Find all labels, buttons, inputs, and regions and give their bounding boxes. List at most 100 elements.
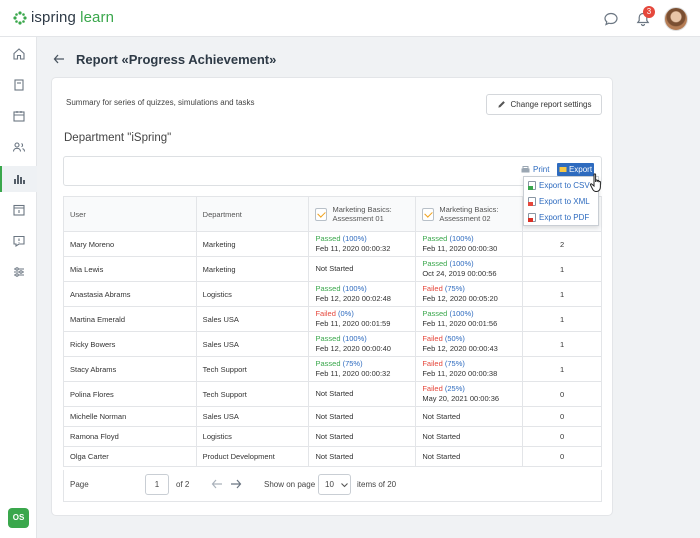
attempt-count: 1 <box>560 339 565 349</box>
cell-department: Marketing <box>195 256 310 282</box>
cell-q1-result: Not Started <box>308 406 417 427</box>
table-row: Ricky Bowers Sales USA Passed (100%) Feb 12… <box>63 331 602 357</box>
result-status: Passed <box>422 309 448 318</box>
user-name: Michelle Norman <box>70 412 127 421</box>
user-avatar[interactable] <box>664 7 688 31</box>
cell-count: 0 <box>522 381 602 407</box>
sidebar-item-help[interactable] <box>0 228 37 254</box>
result-status: Not Started <box>422 451 461 461</box>
sidebar-item-home[interactable] <box>0 41 37 67</box>
sidebar-item-reports[interactable] <box>0 166 37 192</box>
cell-user: Anastasia Abrams <box>63 281 197 307</box>
result-status: Failed <box>422 384 443 393</box>
result-status: Passed <box>422 259 448 268</box>
result-percent: (100%) <box>342 334 367 343</box>
change-report-settings-button[interactable]: Change report settings <box>486 94 602 115</box>
department-name: Logistics <box>202 432 232 441</box>
export-to-csv-item[interactable]: Export to CSV <box>524 177 598 193</box>
cell-department: Sales USA <box>195 306 310 332</box>
cell-q1-result: Not Started <box>308 381 417 407</box>
department-name: Marketing <box>202 264 236 274</box>
sidebar-item-users[interactable] <box>0 134 37 160</box>
user-initials-badge[interactable]: OS <box>8 508 29 528</box>
result-status: Not Started <box>315 431 354 441</box>
quiz-icon <box>422 207 435 221</box>
cell-q2-result: Failed (50%) Feb 12, 2020 00:00:43 <box>415 331 524 357</box>
column-header-quiz-1-label: Marketing Basics: Assessment 01 <box>332 205 392 223</box>
cell-q1-result: Failed (0%) Feb 11, 2020 00:01:59 <box>308 306 417 332</box>
report-table: User Department Marketing Basics: Assess… <box>63 196 602 467</box>
cell-q2-result: Failed (75%) Feb 11, 2020 00:00:38 <box>415 356 524 382</box>
result-percent: (100%) <box>449 259 474 268</box>
result-status: Passed <box>315 334 341 343</box>
print-button[interactable]: Print <box>521 165 549 174</box>
export-button[interactable]: Export <box>557 163 594 176</box>
result-date: Feb 11, 2020 00:00:30 <box>422 244 498 253</box>
attempt-count: 0 <box>560 389 565 399</box>
assignment-icon <box>12 204 25 216</box>
cell-user: Ramona Floyd <box>63 426 197 447</box>
user-name: Stacy Abrams <box>70 364 117 374</box>
column-header-user[interactable]: User <box>63 196 197 232</box>
result-date: Feb 11, 2020 00:01:56 <box>422 319 498 328</box>
sidebar-item-assignments[interactable] <box>0 197 37 223</box>
print-label: Print <box>533 165 550 174</box>
table-row: Martina Emerald Sales USA Failed (0%) Feb 1… <box>63 306 602 332</box>
export-to-pdf-item[interactable]: Export to PDF <box>524 209 598 225</box>
quiz-icon <box>315 207 328 221</box>
users-icon <box>12 142 25 152</box>
attempt-count: 1 <box>560 364 565 374</box>
ispring-logo[interactable]: ispring learn <box>13 9 114 26</box>
logo-mark-icon <box>13 10 27 25</box>
result-date: May 20, 2021 00:00:36 <box>422 394 500 403</box>
page-size-select[interactable]: 10 <box>318 474 351 495</box>
cell-q1-result: Not Started <box>308 426 417 447</box>
attempt-count: 0 <box>560 412 565 421</box>
table-row: Polina Flores Tech Support Not Started Fail… <box>63 381 602 407</box>
cell-q1-result: Passed (100%) Feb 12, 2020 00:00:40 <box>308 331 417 357</box>
cell-q2-result: Not Started <box>415 426 524 447</box>
cell-q2-result: Not Started <box>415 446 524 467</box>
cell-department: Tech Support <box>195 381 310 407</box>
export-to-csv-label: Export to CSV <box>539 180 590 190</box>
logo-text-ispring: ispring <box>31 9 76 26</box>
cell-count: 1 <box>522 281 602 307</box>
prev-page-icon[interactable] <box>211 479 223 489</box>
next-page-icon[interactable] <box>230 479 242 489</box>
result-date: Feb 12, 2020 00:00:43 <box>422 344 498 353</box>
result-status: Passed <box>315 359 341 368</box>
sidebar-item-calendar[interactable] <box>0 103 37 129</box>
report-summary: Summary for series of quizzes, simulatio… <box>66 98 255 107</box>
cell-department: Sales USA <box>195 331 310 357</box>
hand-cursor-icon <box>589 173 601 192</box>
logo-text-learn: learn <box>80 9 115 26</box>
result-status: Failed <box>315 309 336 318</box>
items-total-label: items of 20 <box>357 480 397 489</box>
table-row: Mia Lewis Marketing Not Started Passed (100… <box>63 256 602 282</box>
cell-user: Mary Moreno <box>63 231 197 257</box>
result-status: Failed <box>422 284 443 293</box>
column-header-quiz-1[interactable]: Marketing Basics: Assessment 01 <box>308 196 417 232</box>
chat-icon[interactable] <box>603 11 619 27</box>
table-row: Michelle Norman Sales USA Not Started Not S… <box>63 406 602 427</box>
result-status: Not Started <box>315 451 354 461</box>
export-icon <box>559 167 567 172</box>
user-name: Mia Lewis <box>70 264 104 274</box>
back-arrow-icon[interactable] <box>52 52 66 66</box>
attempt-count: 2 <box>560 239 565 249</box>
sidebar-item-settings[interactable] <box>0 259 37 285</box>
export-to-xml-item[interactable]: Export to XML <box>524 193 598 209</box>
sidebar-item-courses[interactable] <box>0 72 37 98</box>
column-header-quiz-2[interactable]: Marketing Basics: Assessment 02 <box>415 196 524 232</box>
result-status: Not Started <box>422 431 461 441</box>
column-header-department[interactable]: Department <box>195 196 310 232</box>
table-row: Ramona Floyd Logistics Not Started Not Star… <box>63 426 602 447</box>
cell-count: 0 <box>522 406 602 427</box>
export-dropdown-menu: Export to CSV Export to XML Export to PD… <box>523 176 599 226</box>
attempt-count: 0 <box>560 432 565 441</box>
cell-user: Stacy Abrams <box>63 356 197 382</box>
cell-count: 2 <box>522 231 602 257</box>
page-number-input[interactable]: 1 <box>145 474 169 495</box>
result-date: Feb 11, 2020 00:01:59 <box>315 319 391 328</box>
notification-badge: 3 <box>643 6 655 18</box>
